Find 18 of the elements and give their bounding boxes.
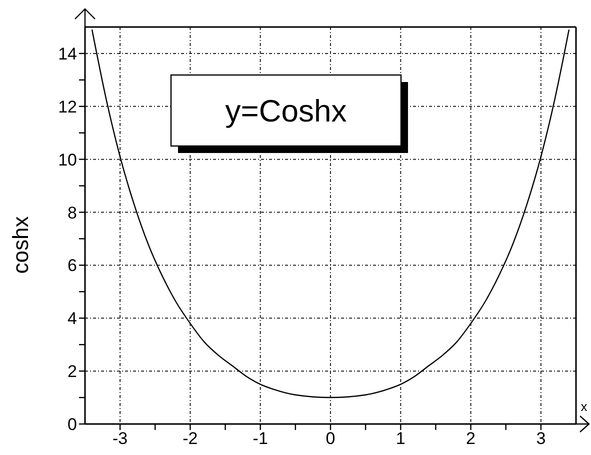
annotation: y=Coshx: [225, 94, 348, 128]
y-tick-label: 0: [68, 415, 77, 434]
x-axis-title: x: [580, 399, 588, 414]
x-tick-label: 0: [326, 429, 336, 448]
y-tick-label: 2: [68, 362, 77, 382]
x-tick-label: 2: [466, 429, 476, 448]
y-tick-label: 6: [68, 256, 77, 276]
y-tick-label: 12: [58, 97, 77, 116]
x-tick-label: -1: [252, 429, 268, 448]
x-tick-label: -3: [112, 429, 128, 448]
y-tick-label: 8: [68, 203, 77, 222]
y-axis-title: coshx: [8, 216, 33, 274]
y-tick-label: 10: [58, 150, 77, 170]
y-tick-label: 4: [68, 309, 77, 328]
x-tick-label: -2: [182, 429, 198, 448]
x-tick-label: 1: [396, 429, 406, 448]
x-tick-label: 3: [536, 429, 546, 448]
y-tick-label: 14: [58, 44, 77, 64]
